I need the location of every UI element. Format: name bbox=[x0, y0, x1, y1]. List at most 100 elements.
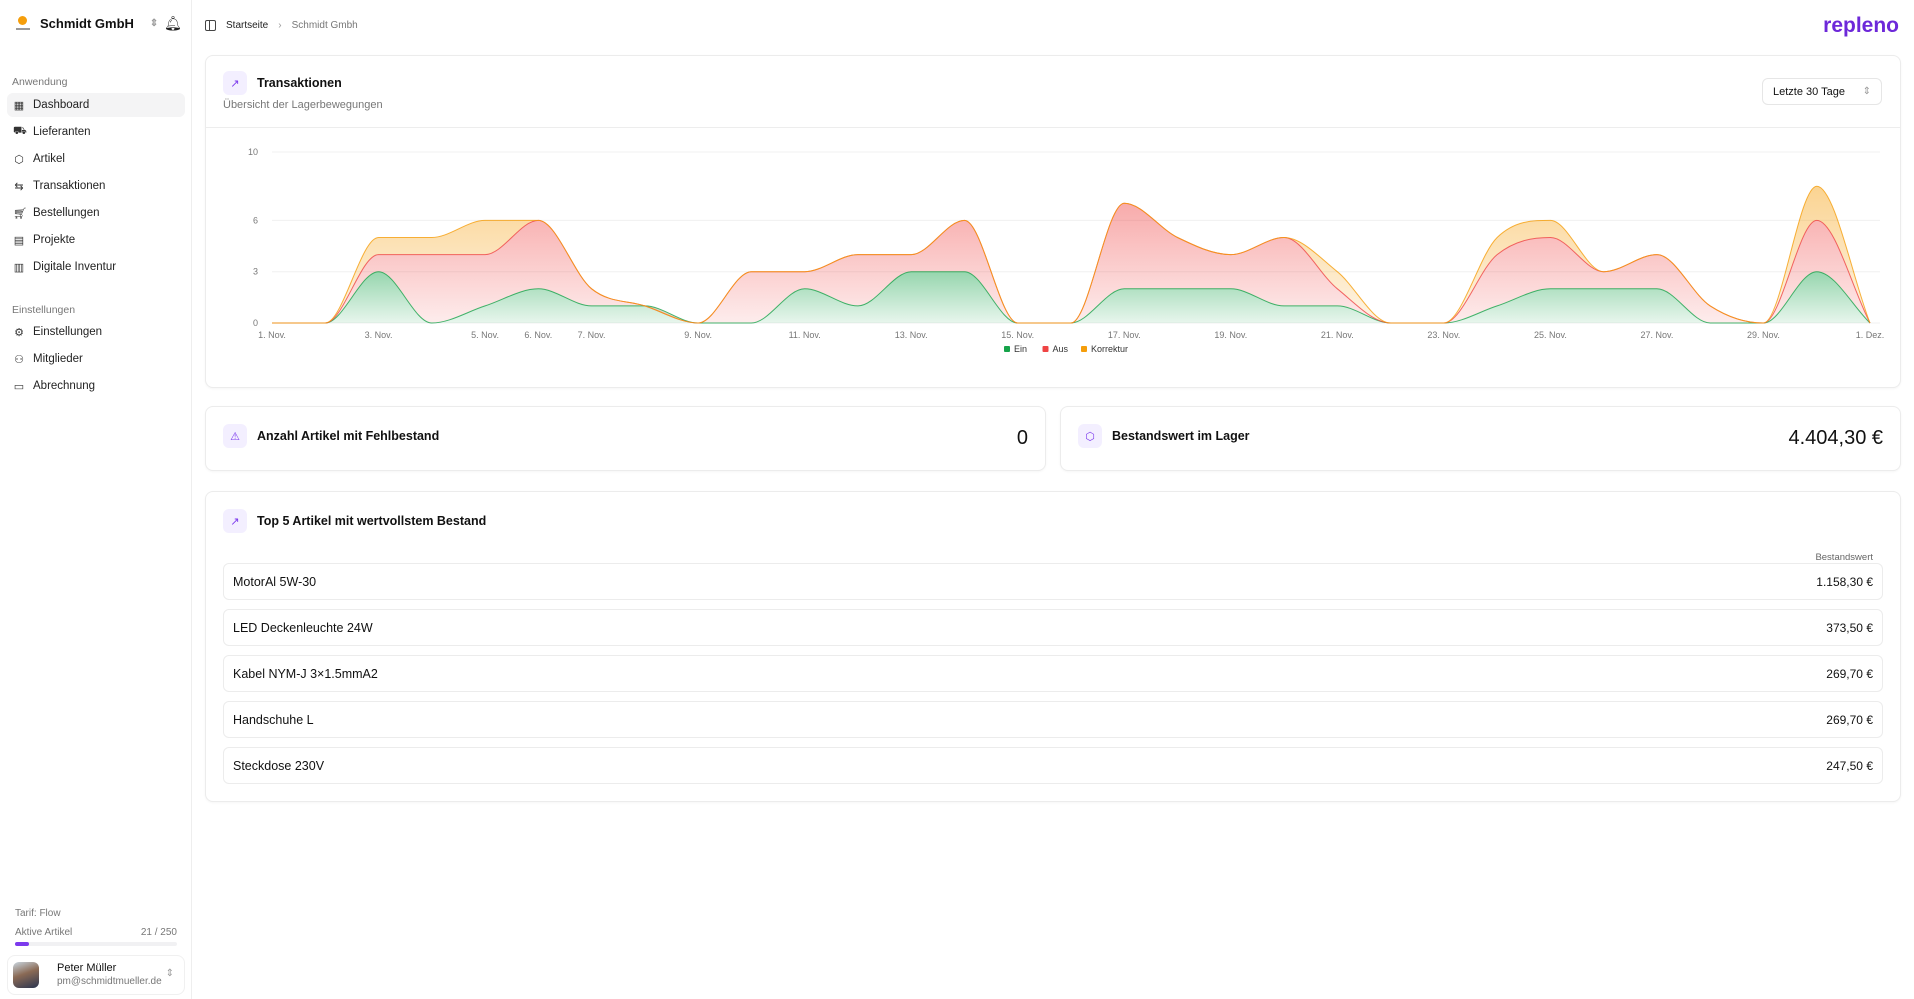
top5-card: ↗ Top 5 Artikel mit wertvollstem Bestand … bbox=[205, 491, 1901, 802]
x-tick-label: 6. Nov. bbox=[524, 330, 552, 340]
sidebar-item-abrechnung[interactable]: ▭ Abrechnung bbox=[7, 374, 185, 398]
breadcrumb: Startseite › Schmidt Gmbh bbox=[205, 20, 358, 31]
card-icon: ▭ bbox=[13, 380, 25, 393]
x-tick-label: 23. Nov. bbox=[1427, 330, 1460, 340]
user-email: pm@schmidtmueller.de bbox=[57, 976, 162, 987]
stock-value: 4.404,30 € bbox=[1788, 427, 1883, 449]
x-tick-label: 25. Nov. bbox=[1534, 330, 1567, 340]
sidebar-item-artikel[interactable]: ⬡ Artikel bbox=[7, 147, 185, 171]
chart-title: Transaktionen bbox=[257, 76, 342, 90]
shortage-label: Anzahl Artikel mit Fehlbestand bbox=[257, 429, 440, 443]
article-value: 373,50 € bbox=[1826, 620, 1873, 635]
y-tick-label: 0 bbox=[253, 318, 258, 328]
arrows-icon: ⇆ bbox=[14, 180, 24, 193]
article-value: 247,50 € bbox=[1826, 758, 1873, 773]
nav-label: Einstellungen bbox=[33, 326, 103, 338]
y-tick-label: 6 bbox=[253, 215, 258, 225]
x-tick-label: 29. Nov. bbox=[1747, 330, 1780, 340]
table-row[interactable]: MotorAl 5W-30 1.158,30 € bbox=[223, 563, 1883, 600]
active-articles: Aktive Artikel 21 / 250 bbox=[15, 927, 177, 938]
user-menu[interactable]: Peter Müller pm@schmidtmueller.de ⇕ bbox=[7, 955, 185, 995]
sidebar-item-dashboard[interactable]: ▦ Dashboard bbox=[7, 93, 185, 117]
nav-label: Digitale Inventur bbox=[33, 261, 117, 273]
nav-label: Bestellungen bbox=[33, 207, 100, 219]
nav-label: Transaktionen bbox=[33, 180, 106, 192]
chevron-right-icon: › bbox=[278, 20, 282, 31]
x-tick-label: 9. Nov. bbox=[684, 330, 712, 340]
file-icon: ▤ bbox=[13, 234, 25, 247]
x-tick-label: 7. Nov. bbox=[578, 330, 606, 340]
sidebar-item-projekte[interactable]: ▤ Projekte bbox=[7, 228, 185, 252]
x-tick-label: 13. Nov. bbox=[895, 330, 928, 340]
sidebar: Schmidt GmbH ⇕ 🔔︎ Anwendung ▦ Dashboard ⛟… bbox=[0, 0, 192, 999]
sidebar-item-mitglieder[interactable]: ⚇ Mitglieder bbox=[7, 347, 185, 371]
chevrons-updown-icon: ⇕ bbox=[165, 968, 174, 979]
article-value: 1.158,30 € bbox=[1816, 574, 1873, 589]
trending-up-icon: ↗ bbox=[223, 71, 247, 95]
article-name: Handschuhe L bbox=[233, 712, 314, 727]
area-korrektur bbox=[272, 186, 1870, 323]
nav-label: Dashboard bbox=[33, 99, 90, 111]
cart-icon: 🛒︎ bbox=[13, 207, 27, 220]
x-tick-label: 1. Nov. bbox=[258, 330, 286, 340]
range-select[interactable]: Letzte 30 Tage ⇕ bbox=[1762, 78, 1882, 105]
legend-swatch-korrektur bbox=[1081, 346, 1087, 352]
section-label-einstellungen: Einstellungen bbox=[12, 304, 76, 316]
area-ein bbox=[272, 271, 1870, 323]
grid-icon: ▦ bbox=[13, 99, 25, 112]
sidebar-item-lieferanten[interactable]: ⛟ Lieferanten bbox=[7, 120, 185, 144]
package-icon: ⬡ bbox=[1078, 424, 1102, 448]
sidebar-item-digitale-inventur[interactable]: ▥ Digitale Inventur bbox=[7, 255, 185, 279]
table-row[interactable]: Handschuhe L 269,70 € bbox=[223, 701, 1883, 738]
transactions-card: ↗ Transaktionen Übersicht der Lagerbeweg… bbox=[205, 55, 1901, 388]
alert-triangle-icon: ⚠ bbox=[223, 424, 247, 448]
trending-up-icon: ↗ bbox=[223, 509, 247, 533]
company-name: Schmidt GmbH bbox=[40, 15, 134, 31]
table-row[interactable]: Steckdose 230V 247,50 € bbox=[223, 747, 1883, 784]
article-value: 269,70 € bbox=[1826, 712, 1873, 727]
brand-logo: repleno bbox=[1823, 14, 1899, 37]
transactions-chart: 0 3 6 10 1. Nov. 3. Nov. 5. Nov. 6. Nov. 7. Nov.… bbox=[248, 147, 1885, 354]
users-icon: ⚇ bbox=[14, 353, 24, 366]
x-tick-label: 11. Nov. bbox=[789, 330, 821, 340]
x-tick-label: 5. Nov. bbox=[471, 330, 499, 340]
progress-fill bbox=[15, 942, 29, 946]
active-articles-progress bbox=[15, 942, 177, 946]
article-name: Steckdose 230V bbox=[233, 758, 325, 773]
sidebar-toggle-icon[interactable] bbox=[205, 20, 216, 31]
legend-swatch-aus bbox=[1042, 346, 1049, 352]
company-logo bbox=[14, 14, 32, 32]
table-row[interactable]: Kabel NYM-J 3×1.5mmA2 269,70 € bbox=[223, 655, 1883, 692]
legend-swatch-ein bbox=[1004, 346, 1010, 352]
area-aus bbox=[272, 203, 1870, 323]
top5-title: Top 5 Artikel mit wertvollstem Bestand bbox=[257, 514, 487, 528]
company-switcher[interactable]: Schmidt GmbH ⇕ bbox=[14, 14, 158, 32]
column-header-bestandswert: Bestandswert bbox=[1815, 552, 1873, 563]
y-tick-label: 10 bbox=[248, 147, 258, 157]
range-select-value: Letzte 30 Tage bbox=[1773, 85, 1845, 98]
sidebar-item-transaktionen[interactable]: ⇆ Transaktionen bbox=[7, 174, 185, 198]
shortage-value: 0 bbox=[1016, 427, 1028, 449]
sidebar-item-einstellungen[interactable]: ⚙ Einstellungen bbox=[7, 320, 185, 344]
truck-icon: ⛟ bbox=[13, 125, 27, 137]
clipboard-icon: ▥ bbox=[13, 261, 25, 274]
table-row[interactable]: LED Deckenleuchte 24W 373,50 € bbox=[223, 609, 1883, 646]
breadcrumb-current: Schmidt Gmbh bbox=[291, 20, 358, 31]
sidebar-item-bestellungen[interactable]: 🛒︎ Bestellungen bbox=[7, 201, 185, 225]
x-tick-label: 27. Nov. bbox=[1641, 330, 1674, 340]
divider bbox=[206, 127, 1900, 128]
y-tick-label: 3 bbox=[253, 267, 258, 277]
nav-label: Projekte bbox=[33, 234, 76, 246]
plan-label: Tarif: Flow bbox=[15, 908, 61, 919]
x-tick-label: 1. Dez. bbox=[1856, 330, 1885, 340]
bell-icon[interactable]: 🔔︎ bbox=[164, 15, 182, 31]
stock-value-label: Bestandswert im Lager bbox=[1112, 429, 1250, 443]
gear-icon: ⚙ bbox=[14, 326, 24, 339]
line-korrektur bbox=[272, 185, 1871, 324]
nav-label: Artikel bbox=[33, 153, 65, 165]
section-label-anwendung: Anwendung bbox=[12, 76, 68, 88]
active-articles-label: Aktive Artikel bbox=[15, 927, 73, 938]
x-tick-label: 15. Nov. bbox=[1001, 330, 1034, 340]
x-tick-label: 21. Nov. bbox=[1321, 330, 1354, 340]
breadcrumb-home[interactable]: Startseite bbox=[226, 20, 269, 31]
